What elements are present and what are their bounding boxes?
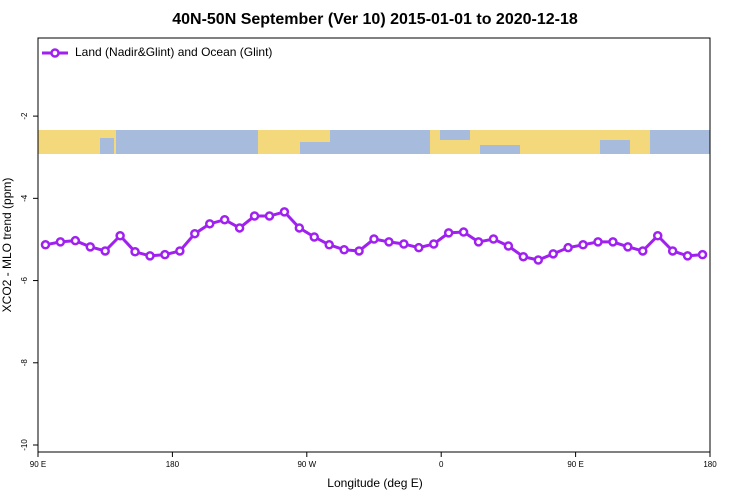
chart-title: 40N-50N September (Ver 10) 2015-01-01 to… xyxy=(172,11,578,28)
data-point xyxy=(219,214,230,225)
data-point xyxy=(309,232,320,242)
data-point xyxy=(369,234,379,244)
data-point xyxy=(473,237,484,247)
data-point xyxy=(608,237,618,247)
data-point xyxy=(414,242,424,253)
x-tick-label: 90 E xyxy=(567,460,583,469)
data-point xyxy=(384,237,394,247)
data-point xyxy=(339,244,349,255)
map-strip xyxy=(38,130,710,154)
data-point xyxy=(667,246,678,256)
data-point xyxy=(503,241,514,251)
data-point xyxy=(458,227,469,237)
data-point xyxy=(279,207,290,217)
data-point xyxy=(55,237,66,247)
data-point xyxy=(548,249,558,259)
data-point xyxy=(85,242,96,252)
legend-label: Land (Nadir&Glint) and Ocean (Glint) xyxy=(75,45,272,59)
data-point xyxy=(443,228,454,238)
y-tick-label: -2 xyxy=(20,112,29,120)
x-tick-label: 0 xyxy=(439,460,444,469)
y-tick-label: -10 xyxy=(20,439,29,451)
data-point xyxy=(234,223,245,233)
data-point xyxy=(130,247,140,257)
data-point xyxy=(354,246,364,256)
x-tick-label: 90 W xyxy=(297,460,316,469)
data-point xyxy=(488,234,499,244)
data-point xyxy=(100,246,110,256)
data-point xyxy=(175,246,185,256)
data-point xyxy=(682,251,693,261)
data-point xyxy=(638,246,648,256)
data-point xyxy=(652,230,663,241)
x-tick-label: 180 xyxy=(703,460,717,469)
data-point xyxy=(428,239,439,249)
legend-marker xyxy=(50,48,60,58)
y-tick-label: -6 xyxy=(20,276,29,284)
data-point xyxy=(623,242,633,252)
data-point xyxy=(160,249,170,260)
data-point xyxy=(40,240,51,250)
data-point xyxy=(697,249,708,260)
y-axis-label: XCO2 - MLO trend (ppm) xyxy=(0,178,14,313)
data-point xyxy=(518,251,529,262)
data-point xyxy=(399,239,409,249)
data-point xyxy=(145,251,155,261)
data-point xyxy=(204,219,215,229)
data-point xyxy=(264,211,275,221)
data-point xyxy=(533,255,544,265)
x-tick-label: 90 E xyxy=(30,460,46,469)
data-point xyxy=(249,211,260,221)
plot-frame xyxy=(37,37,711,453)
data-point xyxy=(115,230,125,241)
data-point xyxy=(563,242,573,253)
y-tick-label: -4 xyxy=(20,194,29,202)
data-point xyxy=(324,240,334,250)
y-tick-label: -8 xyxy=(20,359,29,367)
data-point xyxy=(578,240,588,250)
x-axis-label: Longitude (deg E) xyxy=(327,476,422,490)
data-point xyxy=(294,223,305,233)
data-point xyxy=(70,235,81,246)
data-point xyxy=(190,228,200,239)
data-point xyxy=(593,237,603,247)
x-tick-label: 180 xyxy=(166,460,180,469)
